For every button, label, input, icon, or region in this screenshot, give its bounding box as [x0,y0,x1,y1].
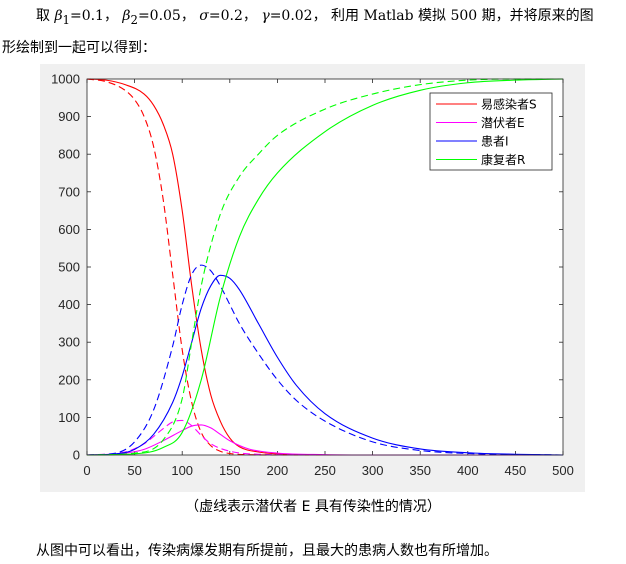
series-line-5-dashed [86,264,564,456]
y-tick-label: 500 [58,260,80,275]
beta2-value: =0.05， [137,8,195,24]
series-line-7-dashed [86,78,563,456]
x-tick-label: 200 [267,463,289,478]
sigma-value: =0.2， [208,8,257,24]
y-tick-label: 700 [58,184,80,199]
intro-line-2: 形绘制到一起可以得到： [2,40,156,56]
x-tick-label: 400 [457,463,479,478]
sigma-symbol: σ [199,8,209,24]
y-tick-label: 900 [58,109,80,124]
conclusion-text: 从图中可以看出，传染病爆发期有所提前，且最大的患病人数也有所增加。 [36,543,498,559]
beta2-subscript: 2 [130,12,138,27]
legend-box [429,92,553,171]
series-line-6-solid [86,78,564,456]
x-tick-label: 350 [409,463,431,478]
x-tick-label: 100 [171,463,193,478]
gamma-value: =0.02， [269,8,327,24]
figure-caption: （虚线表示潜伏者 E 具有传染性的情况） [185,499,441,515]
x-tick-labels: 0 50 100 150 200 250 300 350 400 450 500 [83,463,573,478]
legend-label: 患者I [481,135,509,149]
legend-label: 康复者R [481,152,525,167]
x-tick-label: 500 [552,463,574,478]
beta1-symbol: β1 [54,8,70,27]
y-tick-label: 800 [58,147,80,162]
gamma-symbol: γ [261,8,270,24]
intro-prefix: 取 [36,8,50,24]
legend-label: 潜伏者E [481,116,525,130]
y-tick-label: 100 [58,410,80,425]
y-tick-label: 600 [58,222,80,237]
series-line-4-solid [86,274,564,456]
y-tick-label: 0 [73,448,80,463]
x-tick-label: 450 [505,463,527,478]
x-tick-label: 0 [83,463,90,478]
legend-label: 易感染者S [481,97,537,112]
y-tick-label: 300 [58,335,80,350]
plot-frame [86,78,564,456]
beta1-value: =0.1， [69,8,118,24]
intro-rest: 利用 Matlab 模拟 500 期，并将原来的图 [331,8,594,24]
y-tick-labels: 0 100 200 300 400 500 600 700 800 900 1000 [51,72,80,463]
x-tick-label: 50 [127,463,141,478]
beta2-symbol: β2 [122,8,138,27]
intro-line-1: 取 β1=0.1， β2=0.05， σ=0.2， γ=0.02， 利用 Mat… [36,6,594,30]
legend: 易感染者S 潜伏者E 患者I 康复者R [429,92,553,171]
beta1-subscript: 1 [62,12,70,27]
x-tick-label: 300 [362,463,384,478]
y-tick-label: 200 [58,372,80,387]
y-tick-label: 1000 [51,72,80,87]
x-tick-label: 250 [314,463,336,478]
y-tick-label: 400 [58,297,80,312]
x-tick-label: 150 [219,463,241,478]
